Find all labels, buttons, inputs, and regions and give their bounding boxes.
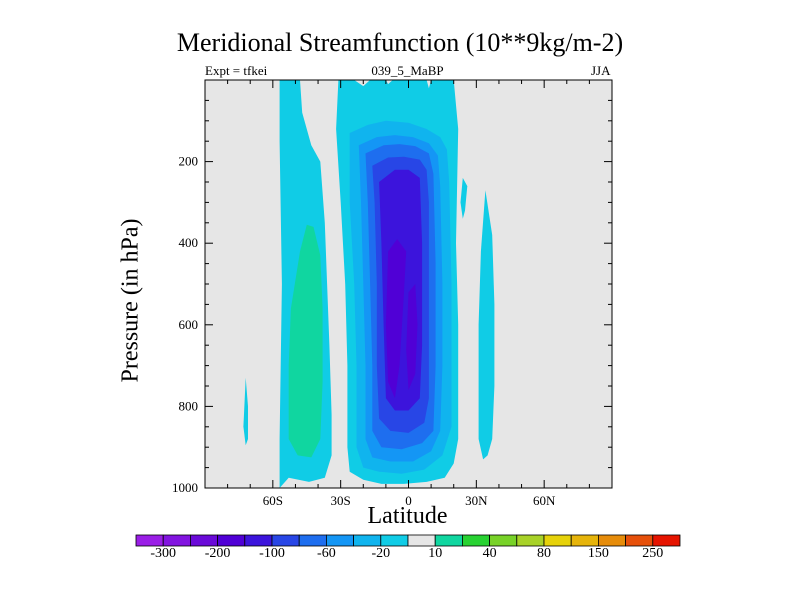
- colorbar-label: 150: [587, 546, 609, 561]
- colorbar-swatch: [162, 534, 191, 547]
- colorbar-swatch: [244, 534, 273, 547]
- x-tick-label: 60N: [533, 493, 556, 508]
- x-tick-label: 30S: [331, 493, 351, 508]
- contour-region: [406, 284, 418, 391]
- contour-region: [288, 224, 323, 458]
- y-tick-label: 400: [179, 235, 199, 250]
- colorbar-label: 80: [537, 546, 551, 561]
- colorbar-label: -100: [259, 546, 285, 561]
- colorbar-swatch: [625, 534, 654, 547]
- colorbar-label: -60: [317, 546, 336, 561]
- colorbar-swatch: [271, 534, 300, 547]
- contour-region: [478, 190, 495, 460]
- colorbar: [135, 534, 681, 547]
- chart-title: Meridional Streamfunction (10**9kg/m-2): [176, 28, 624, 57]
- left-subtitle: Expt = tfkei: [205, 63, 268, 78]
- colorbar-swatch: [217, 534, 246, 547]
- colorbar-swatch: [380, 534, 409, 547]
- x-tick-label: 30N: [465, 493, 488, 508]
- contour-region: [460, 177, 468, 219]
- x-tick-label: 0: [405, 493, 412, 508]
- y-tick-label: 200: [179, 154, 199, 169]
- colorbar-swatch: [434, 534, 463, 547]
- colorbar-swatch: [407, 534, 436, 547]
- y-axis-label: Pressure (in hPa): [117, 218, 144, 383]
- colorbar-swatch: [543, 534, 572, 547]
- colorbar-swatch: [189, 534, 218, 547]
- center-subtitle: 039_5_MaBP: [371, 63, 444, 78]
- y-tick-label: 1000: [172, 480, 198, 495]
- colorbar-swatch: [353, 534, 382, 547]
- colorbar-label: 250: [642, 546, 664, 561]
- x-axis-label: Latitude: [367, 503, 448, 529]
- colorbar-swatch: [598, 534, 627, 547]
- y-axis: 200 400 600 800 1000: [172, 99, 612, 495]
- colorbar-swatch: [461, 534, 490, 547]
- contour-region: [385, 239, 407, 399]
- contour-region: [243, 377, 248, 446]
- right-subtitle: JJA: [591, 63, 611, 78]
- colorbar-label: 40: [482, 546, 497, 561]
- colorbar-swatch: [516, 534, 545, 547]
- x-tick-label: 60S: [263, 493, 283, 508]
- colorbar-swatch: [135, 534, 164, 547]
- colorbar-label: -20: [371, 546, 391, 561]
- colorbar-swatch: [298, 534, 327, 547]
- y-tick-label: 800: [179, 398, 199, 413]
- colorbar-swatch: [652, 534, 681, 547]
- contour-fill-layer: [205, 80, 612, 488]
- colorbar-swatch: [570, 534, 599, 547]
- x-axis: 60S 30S 0 30N 60N: [204, 80, 613, 508]
- colorbar-label: -300: [150, 546, 177, 561]
- y-tick-label: 600: [179, 317, 199, 332]
- colorbar-label: -200: [204, 546, 231, 561]
- colorbar-swatch: [325, 534, 354, 547]
- colorbar-swatch: [489, 534, 518, 547]
- colorbar-label: 10: [428, 546, 443, 561]
